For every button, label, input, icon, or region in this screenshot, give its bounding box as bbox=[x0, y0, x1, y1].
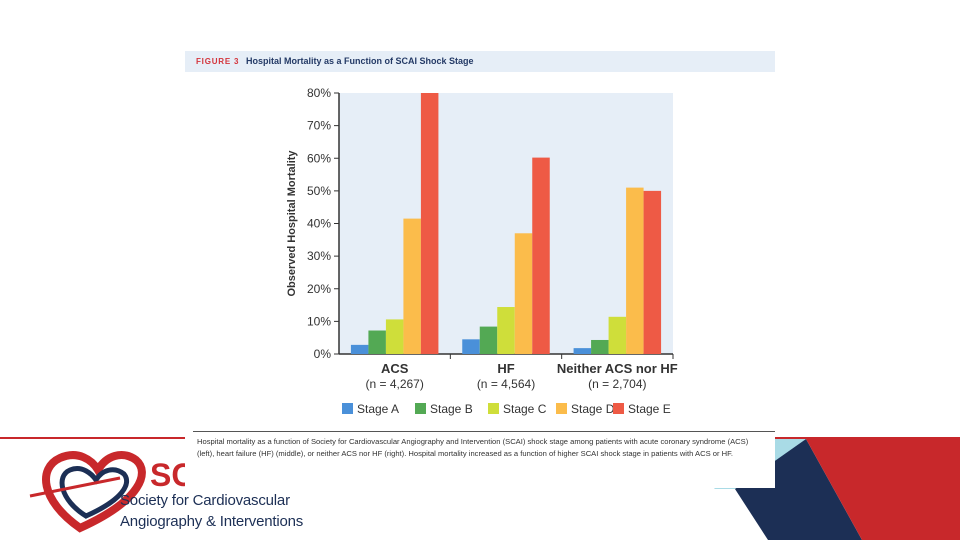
legend-label: Stage A bbox=[357, 402, 399, 416]
caption-rule bbox=[193, 431, 775, 432]
legend-label: Stage B bbox=[430, 402, 473, 416]
bar-stage-a bbox=[350, 344, 369, 354]
deco-navy-shape bbox=[735, 439, 862, 540]
y-tick-label: 60% bbox=[307, 151, 331, 165]
legend-swatch bbox=[342, 403, 353, 414]
logo-line-2: Angiography & Interventions bbox=[120, 513, 304, 530]
bar-stage-e bbox=[420, 93, 439, 354]
x-category-count: (n = 4,267) bbox=[365, 377, 423, 391]
deco-red-shape bbox=[806, 439, 960, 540]
legend-swatch bbox=[488, 403, 499, 414]
bar-stage-a bbox=[573, 348, 592, 354]
bar-stage-b bbox=[368, 330, 386, 354]
legend-swatch bbox=[556, 403, 567, 414]
x-category-count: (n = 4,564) bbox=[477, 377, 535, 391]
y-tick-label: 50% bbox=[307, 184, 331, 198]
legend-label: Stage C bbox=[503, 402, 547, 416]
x-category-label: ACS bbox=[381, 361, 409, 376]
y-tick-label: 10% bbox=[307, 314, 331, 328]
legend-label: Stage E bbox=[628, 402, 671, 416]
legend-swatch bbox=[613, 403, 624, 414]
bar-stage-d bbox=[514, 233, 533, 354]
y-tick-label: 30% bbox=[307, 249, 331, 263]
figure-panel: FIGURE 3 Hospital Mortality as a Functio… bbox=[185, 51, 775, 488]
heart-logo-icon bbox=[29, 451, 146, 533]
x-category-label: Neither ACS nor HF bbox=[557, 361, 678, 376]
y-tick-label: 40% bbox=[307, 217, 331, 231]
bar-stage-c bbox=[385, 319, 404, 354]
bar-stage-a bbox=[462, 339, 480, 354]
figure-caption: Hospital mortality as a function of Soci… bbox=[197, 437, 749, 458]
bar-stage-c bbox=[497, 307, 515, 354]
bar-stage-e bbox=[532, 157, 550, 354]
bar-chart: 0% 10% 20% 30% 40% 50% 60% 70% 80% Observed Hospi… bbox=[286, 86, 678, 416]
y-tick-label: 20% bbox=[307, 282, 331, 296]
logo-line-1: Society for Cardiovascular bbox=[120, 492, 290, 509]
figure-number: FIGURE 3 bbox=[196, 57, 240, 66]
bar-stage-e bbox=[643, 190, 662, 354]
bar-stage-b bbox=[479, 326, 498, 354]
y-tick-label: 0% bbox=[314, 347, 332, 361]
bar-stage-d bbox=[403, 218, 421, 354]
bar-stage-b bbox=[591, 339, 609, 354]
figure-title: Hospital Mortality as a Function of SCAI… bbox=[246, 56, 474, 66]
y-tick-label: 80% bbox=[307, 86, 331, 100]
y-axis-label: Observed Hospital Mortality bbox=[286, 150, 298, 297]
figure-header: FIGURE 3 Hospital Mortality as a Functio… bbox=[185, 51, 775, 72]
legend-swatch bbox=[415, 403, 426, 414]
x-category-label: HF bbox=[497, 361, 514, 376]
bar-stage-c bbox=[608, 316, 627, 354]
bar-stage-d bbox=[626, 187, 644, 354]
y-tick-label: 70% bbox=[307, 119, 331, 133]
legend-label: Stage D bbox=[571, 402, 615, 416]
x-category-count: (n = 2,704) bbox=[588, 377, 646, 391]
